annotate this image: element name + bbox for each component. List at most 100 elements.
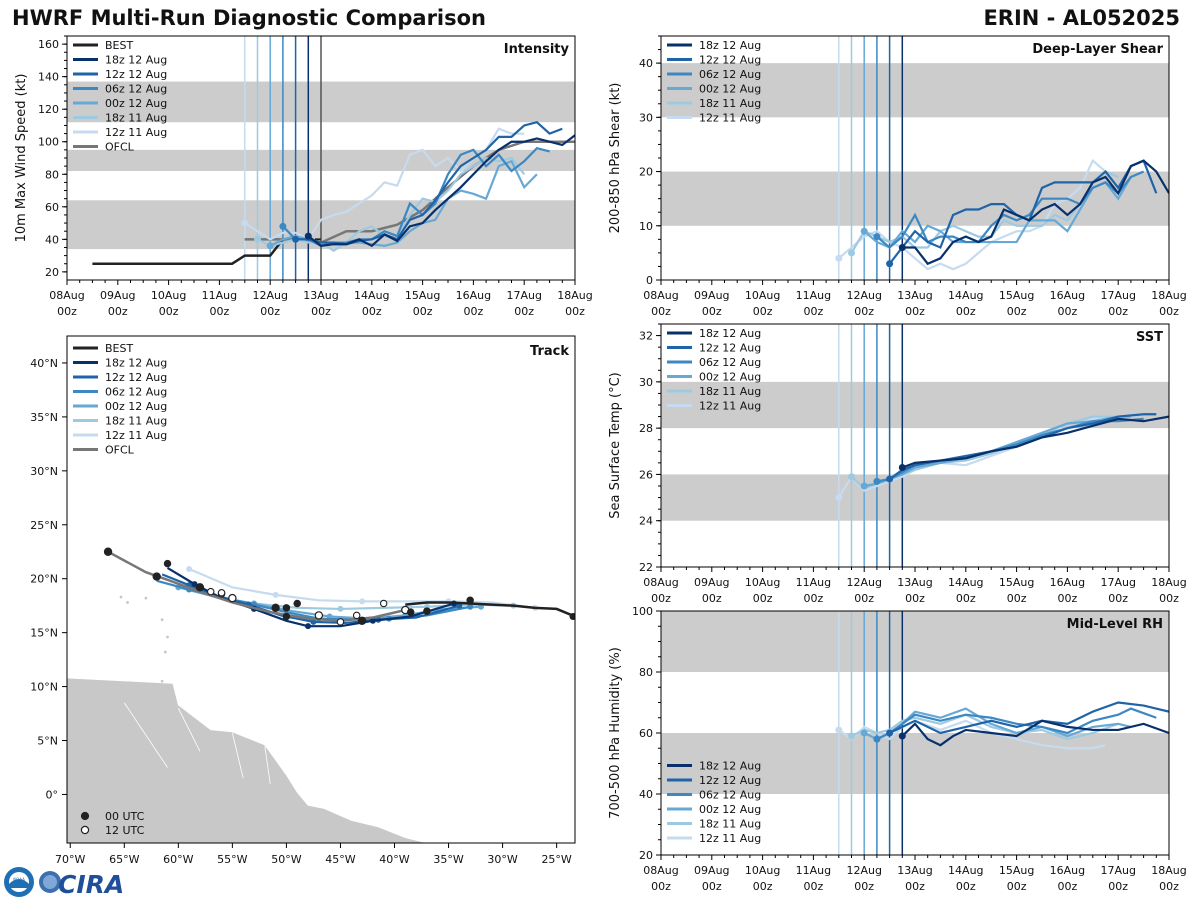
sst-x-tick-label: 11Aug xyxy=(796,576,831,589)
sst-x-tick-sublabel: 00z xyxy=(854,592,874,605)
intensity-x-tick-label: 11Aug xyxy=(202,289,237,302)
track-series-point xyxy=(272,591,279,598)
track-time-dot xyxy=(207,587,215,596)
sst-y-label: Sea Surface Temp (°C) xyxy=(608,372,623,519)
rh-x-tick-label: 14Aug xyxy=(948,864,983,877)
sst-panel-title: SST xyxy=(1136,330,1163,345)
intensity-y-label: 10m Max Wind Speed (kt) xyxy=(14,74,29,243)
sst-series-line xyxy=(901,415,1169,469)
shear-y-tick-label: 20 xyxy=(639,166,653,179)
rh-x-tick-label: 11Aug xyxy=(796,864,831,877)
rh-legend-label: 12z 11 Aug xyxy=(699,832,761,845)
shear-x-tick-label: 14Aug xyxy=(948,289,983,302)
intensity-x-tick-sublabel: 00z xyxy=(311,305,331,318)
shear-series-line xyxy=(863,176,1132,249)
rh-x-tick-sublabel: 00z xyxy=(804,880,824,893)
intensity-x-tick-sublabel: 00z xyxy=(108,305,128,318)
track-time-dot xyxy=(282,604,291,612)
shear-series-init-point xyxy=(873,233,881,241)
sst-series-init-point xyxy=(848,473,855,481)
shear-y-tick-label: 0 xyxy=(646,274,653,287)
shear-legend-label: 12z 11 Aug xyxy=(699,112,761,125)
intensity-series-init-point xyxy=(304,232,312,240)
intensity-x-tick-sublabel: 00z xyxy=(514,305,534,318)
intensity-y-tick-label: 20 xyxy=(45,266,59,279)
track-ofcl-dot xyxy=(271,603,280,613)
intensity-x-tick-label: 15Aug xyxy=(405,289,440,302)
rh-x-tick-sublabel: 00z xyxy=(651,880,671,893)
sst-x-tick-sublabel: 00z xyxy=(651,592,671,605)
rh-series-init-point xyxy=(835,726,843,734)
track-series-point xyxy=(369,617,376,624)
panel-rh: 08Aug 00z 09Aug 00z 10Aug 00z 11Aug 00z 12Aug 00z… xyxy=(608,605,1187,893)
track-time-dot xyxy=(282,612,291,621)
sst-legend-label: 00z 12 Aug xyxy=(699,371,761,384)
shear-series-init-point xyxy=(835,254,843,262)
rh-x-tick-sublabel: 00z xyxy=(956,880,976,893)
track-legend-label: 12 UTC xyxy=(105,824,145,837)
rh-x-tick-label: 15Aug xyxy=(999,864,1034,877)
intensity-series-init-point xyxy=(241,219,249,227)
track-y-tick-label: 10°N xyxy=(30,681,58,694)
rh-x-tick-label: 16Aug xyxy=(1050,864,1085,877)
sst-x-tick-label: 10Aug xyxy=(745,576,780,589)
track-plot-area xyxy=(67,547,575,843)
rh-series-init-point xyxy=(886,729,894,737)
track-legend-label: OFCL xyxy=(105,444,135,457)
shear-series-init-point xyxy=(898,243,906,251)
island xyxy=(163,650,167,654)
panel-sst: 08Aug 00z 09Aug 00z 10Aug 00z 11Aug 00z 12Aug 00z… xyxy=(608,323,1187,605)
sst-y-tick-label: 28 xyxy=(639,422,653,435)
storm-id: ERIN - AL052025 xyxy=(983,6,1180,30)
shear-legend-label: 00z 12 Aug xyxy=(699,83,761,96)
country-border xyxy=(177,707,201,752)
intensity-x-tick-label: 17Aug xyxy=(506,289,541,302)
noaa-logo: NOAA xyxy=(4,867,34,897)
sst-x-tick-sublabel: 00z xyxy=(753,592,773,605)
shear-series-init-point xyxy=(860,227,868,235)
sst-x-tick-sublabel: 00z xyxy=(1007,592,1027,605)
rh-legend-label: 06z 12 Aug xyxy=(699,789,761,802)
sst-x-tick-label: 15Aug xyxy=(999,576,1034,589)
rh-band xyxy=(661,611,1169,672)
intensity-y-tick-label: 80 xyxy=(45,168,59,181)
track-ofcl-dot xyxy=(228,593,237,603)
shear-x-tick-label: 16Aug xyxy=(1050,289,1085,302)
cira-logo-text: CIRA xyxy=(58,870,124,899)
rh-x-tick-sublabel: 00z xyxy=(1058,880,1078,893)
shear-series-init-point xyxy=(886,260,894,268)
panel-track: 70°W 65°W 60°W 55°W 50°W 45°W 40°W 35°W 30°W 25°W… xyxy=(30,335,576,866)
rh-series-line xyxy=(901,719,1169,747)
intensity-legend-label: OFCL xyxy=(105,141,135,154)
rh-panel-title: Mid-Level RH xyxy=(1067,617,1163,632)
shear-x-tick-sublabel: 00z xyxy=(753,305,773,318)
intensity-y-tick-label: 60 xyxy=(45,201,59,214)
track-legend-label: 00 UTC xyxy=(105,810,145,823)
sst-x-tick-sublabel: 00z xyxy=(956,592,976,605)
intensity-x-tick-sublabel: 00z xyxy=(57,305,77,318)
intensity-legend-label: 00z 12 Aug xyxy=(105,97,167,110)
shear-x-tick-label: 18Aug xyxy=(1151,289,1186,302)
intensity-x-tick-sublabel: 00z xyxy=(260,305,280,318)
track-legend-dot-12 xyxy=(80,825,90,835)
shear-x-tick-sublabel: 00z xyxy=(1159,305,1179,318)
intensity-panel-title: Intensity xyxy=(504,42,570,57)
shear-x-tick-sublabel: 00z xyxy=(1007,305,1027,318)
track-time-dot xyxy=(406,608,415,616)
intensity-legend-label: 12z 11 Aug xyxy=(105,126,167,139)
intensity-x-tick-label: 10Aug xyxy=(151,289,186,302)
intensity-y-tick-label: 140 xyxy=(38,71,59,84)
sst-y-tick-label: 30 xyxy=(639,376,653,389)
sst-series-init-point xyxy=(835,494,843,502)
track-legend-label: 18z 12 Aug xyxy=(105,357,167,370)
island xyxy=(144,596,148,600)
shear-x-tick-label: 11Aug xyxy=(796,289,831,302)
panel-intensity: 08Aug 00z 09Aug 00z 10Aug 00z 11Aug 00z 12Aug 00z… xyxy=(14,35,593,318)
sst-legend-label: 12z 11 Aug xyxy=(699,400,761,413)
track-ofcl-dot xyxy=(195,583,205,592)
rh-legend-label: 12z 12 Aug xyxy=(699,774,761,787)
sst-band xyxy=(661,381,1169,429)
rh-x-tick-sublabel: 00z xyxy=(854,880,874,893)
shear-x-tick-label: 13Aug xyxy=(897,289,932,302)
